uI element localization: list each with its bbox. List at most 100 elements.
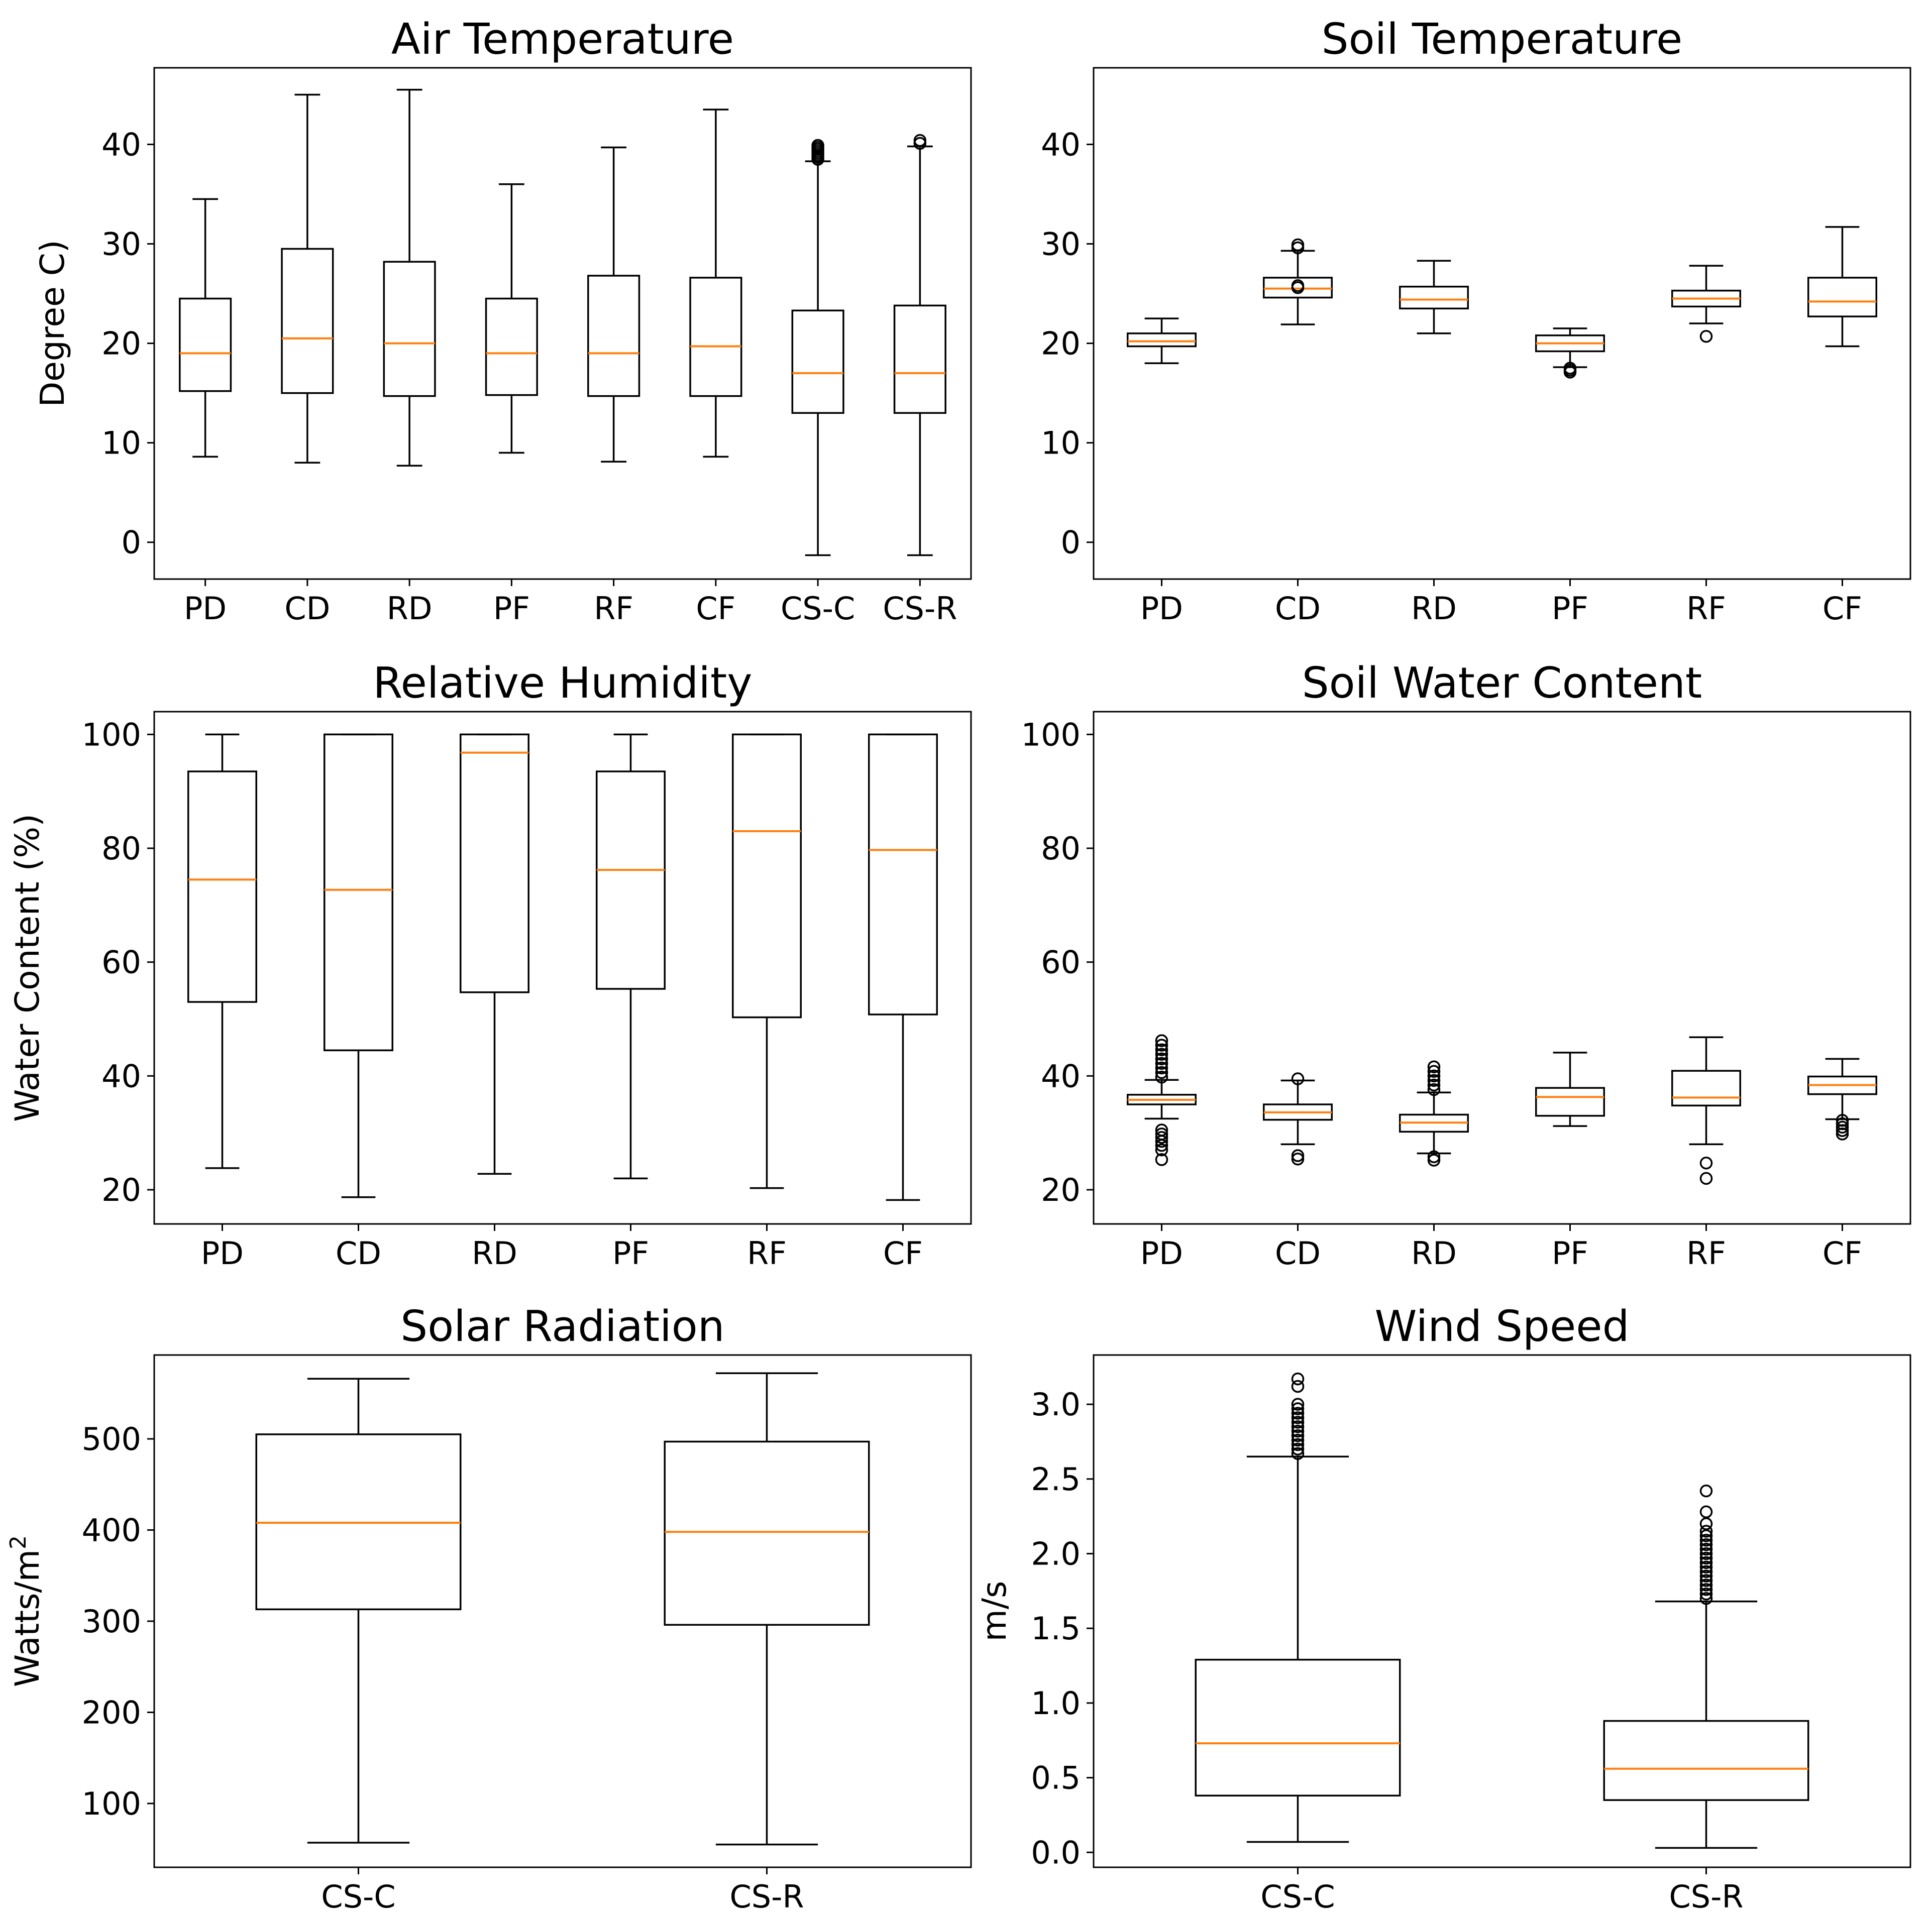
solar-radiation-ytick-label: 300: [82, 1603, 141, 1640]
wind-speed-ytick-label: 1.5: [1031, 1610, 1081, 1647]
iqr-box: [485, 297, 538, 396]
iqr-box: [893, 304, 946, 414]
outlier-point: [1155, 1034, 1168, 1047]
relative-humidity-ytick-label: 20: [101, 1172, 141, 1208]
outlier-point: [1155, 1070, 1168, 1084]
outlier-point: [1155, 1128, 1168, 1141]
soil-water-content-xtick-label-cd: CD: [1275, 1235, 1321, 1272]
outlier-point: [1699, 1569, 1713, 1583]
outlier-point: [1699, 1533, 1713, 1547]
soil-water-content-title: Soil Water Content: [1302, 658, 1702, 708]
soil-water-content-box-pf: [1535, 1052, 1605, 1127]
iqr-box: [187, 770, 257, 1003]
outlier-point: [1427, 1150, 1441, 1164]
wind-speed-ytick-label: 0.0: [1031, 1834, 1081, 1871]
outlier-point: [1427, 1060, 1441, 1073]
air-temperature-box-rf: [587, 146, 640, 463]
iqr-box: [689, 277, 742, 397]
wind-speed-ytick-label: 0.5: [1031, 1760, 1081, 1796]
outlier-point: [1155, 1052, 1168, 1066]
outlier-point: [1427, 1083, 1441, 1096]
air-temperature-xtick-label-rd: RD: [387, 590, 433, 627]
solar-radiation-xtick-label-cs-c: CS-C: [321, 1878, 395, 1914]
iqr-box: [324, 733, 393, 1052]
soil-water-content-box-cd: [1263, 1072, 1333, 1166]
air-temperature-box-cf: [689, 108, 742, 458]
solar-radiation-ytick-label: 400: [82, 1512, 141, 1548]
wind-speed-ytick-label: 2.0: [1031, 1536, 1081, 1572]
outlier-point: [1155, 1066, 1168, 1079]
relative-humidity-box-cd: [324, 733, 393, 1198]
iqr-box: [868, 733, 938, 1016]
soil-water-content-box-cf: [1807, 1058, 1877, 1141]
outlier-point: [1699, 1574, 1713, 1587]
outlier-point: [1291, 1149, 1305, 1162]
outlier-point: [1155, 1057, 1168, 1070]
soil-water-content-box-rd: [1399, 1060, 1469, 1167]
soil-water-content-panel: Soil Water Content 20 40 60 80 100 PD CD RD PF RF C…: [1021, 658, 1911, 1272]
outlier-point: [1699, 1538, 1713, 1551]
relative-humidity-xtick-label-rf: RF: [747, 1235, 787, 1272]
air-temperature-ytick-label: 20: [101, 325, 141, 362]
wind-speed-title: Wind Speed: [1374, 1302, 1629, 1352]
soil-water-content-xtick-label-pd: PD: [1140, 1235, 1183, 1272]
outlier-point: [1291, 1407, 1305, 1420]
air-temperature-xtick-label-pd: PD: [184, 590, 227, 627]
iqr-box: [460, 733, 529, 993]
iqr-box: [587, 275, 640, 397]
solar-radiation-ytick-label: 100: [82, 1785, 141, 1822]
air-temperature-xtick-label-cs-r: CS-R: [883, 590, 957, 627]
soil-water-content-xtick-label-rf: RF: [1686, 1235, 1726, 1272]
iqr-box: [1671, 1070, 1741, 1107]
iqr-box: [1603, 1720, 1809, 1801]
air-temperature-box-rd: [383, 88, 436, 467]
outlier-point: [1155, 1131, 1168, 1144]
relative-humidity-ylabel: Water Content (%): [8, 814, 47, 1122]
outlier-point: [1836, 1120, 1849, 1134]
outlier-point: [1699, 1565, 1713, 1578]
soil-temperature-axes-frame: [1093, 67, 1911, 580]
soil-temperature-xtick-label-pf: PF: [1552, 590, 1588, 627]
soil-water-content-box-pd: [1127, 1034, 1197, 1166]
relative-humidity-ytick-label: 60: [101, 944, 141, 981]
soil-water-content-ytick-label: 100: [1021, 716, 1081, 753]
relative-humidity-box-pf: [596, 733, 666, 1180]
outlier-point: [1699, 329, 1713, 343]
relative-humidity-box-pd: [187, 733, 257, 1169]
wind-speed-ytick-label: 1.0: [1031, 1685, 1081, 1722]
air-temperature-box-pd: [179, 198, 232, 458]
wind-speed-xtick-label-cs-c: CS-C: [1260, 1878, 1335, 1914]
iqr-box: [179, 297, 232, 392]
solar-radiation-axes-frame: [153, 1354, 972, 1868]
soil-temperature-xtick-label-cf: CF: [1822, 590, 1862, 627]
soil-temperature-box-pd: [1127, 317, 1197, 364]
soil-temperature-ytick-label: 40: [1041, 127, 1081, 163]
iqr-box: [664, 1440, 870, 1626]
air-temperature-xtick-label-cf: CF: [696, 590, 735, 627]
outlier-point: [1699, 1547, 1713, 1560]
soil-temperature-ytick-label: 0: [1061, 524, 1081, 561]
air-temperature-ytick-label: 0: [122, 524, 141, 561]
iqr-box: [281, 248, 334, 394]
outlier-point: [1291, 1447, 1305, 1460]
soil-temperature-ytick-label: 30: [1041, 226, 1081, 263]
relative-humidity-xtick-label-cd: CD: [336, 1235, 381, 1272]
relative-humidity-ytick-label: 40: [101, 1058, 141, 1094]
outlier-point: [1291, 1402, 1305, 1415]
relative-humidity-xtick-label-cf: CF: [883, 1235, 923, 1272]
soil-temperature-box-rf: [1671, 265, 1741, 343]
outlier-point: [811, 139, 824, 152]
solar-radiation-ytick-label: 200: [82, 1694, 141, 1731]
outlier-point: [1291, 1380, 1305, 1393]
soil-water-content-xtick-label-rd: RD: [1411, 1235, 1457, 1272]
air-temperature-ytick-label: 30: [101, 226, 141, 263]
iqr-box: [1127, 332, 1197, 348]
outlier-point: [1836, 1113, 1849, 1127]
air-temperature-xtick-label-rf: RF: [594, 590, 633, 627]
outlier-point: [1699, 1172, 1713, 1185]
soil-temperature-box-rd: [1399, 260, 1469, 334]
soil-temperature-xtick-label-cd: CD: [1275, 590, 1321, 627]
relative-humidity-xtick-label-pd: PD: [201, 1235, 244, 1272]
outlier-point: [1291, 1411, 1305, 1424]
outlier-point: [1699, 1525, 1713, 1538]
